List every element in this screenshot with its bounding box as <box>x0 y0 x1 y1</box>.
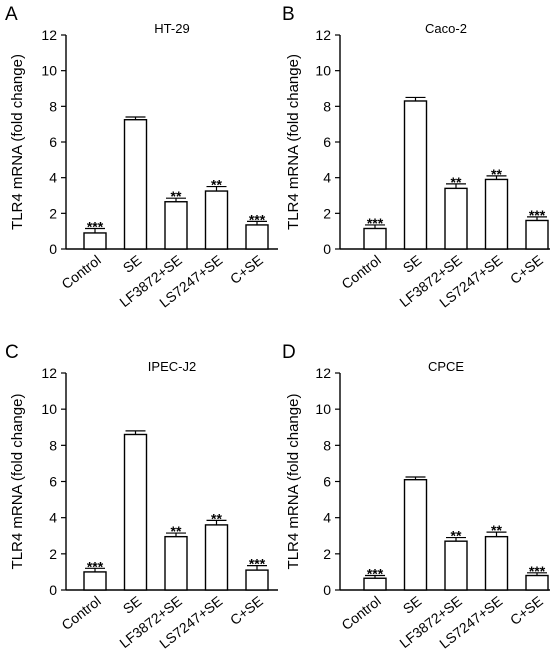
significance-marker: *** <box>87 558 104 574</box>
y-tick-label: 6 <box>323 134 331 150</box>
chart-title: HT-29 <box>154 21 189 36</box>
chart-title: IPEC-J2 <box>148 359 196 374</box>
y-tick-label: 2 <box>49 205 57 221</box>
bar-se <box>403 478 428 591</box>
panel-letter: C <box>5 342 19 363</box>
bar-c-se <box>525 219 549 250</box>
y-tick-label: 4 <box>323 170 331 186</box>
chart-panel-c: C IPEC-J2 TLR4 mRNA (fold change) 0 2 4 6 8 10 12… <box>5 342 278 652</box>
significance-marker: *** <box>529 207 546 223</box>
y-axis-label: TLR4 mRNA (fold change) <box>9 54 26 230</box>
significance-marker: ** <box>491 522 502 538</box>
bar-se <box>123 119 148 250</box>
significance-marker: *** <box>249 556 266 572</box>
y-tick-label: 0 <box>49 582 57 598</box>
y-tick-label: 10 <box>41 401 57 417</box>
chart-title: CPCE <box>428 359 464 374</box>
x-tick-label: SE <box>400 252 425 276</box>
y-tick-label: 10 <box>41 63 57 79</box>
chart-panel-b: B Caco-2 TLR4 mRNA (fold change) 0 2 4 6 8 10 12 *… <box>282 4 550 311</box>
significance-marker: ** <box>171 188 182 204</box>
bar-lf3872-se <box>444 187 468 250</box>
significance-marker: *** <box>87 218 104 234</box>
significance-marker: *** <box>367 566 384 582</box>
y-tick-label: 12 <box>315 27 331 43</box>
x-tick-label: Control <box>338 252 383 292</box>
panel-letter: A <box>5 4 18 25</box>
significance-marker: ** <box>491 166 502 182</box>
panel-letter: D <box>282 342 296 363</box>
bar-se <box>403 100 428 250</box>
x-tick-label: C+SE <box>227 252 266 287</box>
bar-se <box>123 433 148 591</box>
panel-letter: B <box>282 4 295 25</box>
bar-lf3872-se <box>444 540 468 591</box>
y-tick-label: 2 <box>49 546 57 562</box>
y-tick-label: 0 <box>323 582 331 598</box>
bar-control <box>83 571 107 591</box>
bar-c-se <box>245 224 269 250</box>
significance-marker: ** <box>211 177 222 193</box>
y-tick-label: 12 <box>41 365 57 381</box>
bar-ls7247-se <box>204 190 229 250</box>
significance-marker: ** <box>211 510 222 526</box>
y-tick-label: 8 <box>323 437 331 453</box>
x-tick-label: SE <box>400 593 425 617</box>
x-tick-label: C+SE <box>227 593 266 628</box>
significance-marker: *** <box>529 563 546 579</box>
x-tick-label: Control <box>58 252 103 292</box>
y-tick-label: 2 <box>323 205 331 221</box>
x-tick-label: Control <box>58 593 103 633</box>
x-tick-label: SE <box>120 252 145 276</box>
x-tick-label: C+SE <box>507 593 546 628</box>
x-tick-label: SE <box>120 593 145 617</box>
bar-ls7247-se <box>484 178 509 250</box>
y-tick-label: 12 <box>41 27 57 43</box>
y-axis-label: TLR4 mRNA (fold change) <box>9 394 26 570</box>
significance-marker: *** <box>367 215 384 231</box>
bar-control <box>83 232 107 250</box>
y-tick-label: 10 <box>315 63 331 79</box>
bar-lf3872-se <box>164 201 188 250</box>
y-axis-label: TLR4 mRNA (fold change) <box>285 54 302 230</box>
y-tick-label: 8 <box>49 98 57 114</box>
y-tick-label: 0 <box>323 241 331 257</box>
chart-title: Caco-2 <box>425 21 467 36</box>
y-tick-label: 6 <box>323 474 331 490</box>
y-axis-label: TLR4 mRNA (fold change) <box>285 394 302 570</box>
significance-marker: ** <box>171 523 182 539</box>
bar-ls7247-se <box>204 524 229 591</box>
y-tick-label: 8 <box>323 98 331 114</box>
x-tick-label: Control <box>338 593 383 633</box>
bar-ls7247-se <box>484 535 509 591</box>
y-tick-label: 0 <box>49 241 57 257</box>
y-tick-label: 6 <box>49 134 57 150</box>
y-tick-label: 4 <box>49 510 57 526</box>
y-tick-label: 12 <box>315 365 331 381</box>
bar-control <box>363 227 387 250</box>
significance-marker: ** <box>451 174 462 190</box>
y-tick-label: 10 <box>315 401 331 417</box>
bar-c-se <box>245 569 269 591</box>
significance-marker: *** <box>249 211 266 227</box>
significance-marker: ** <box>451 528 462 544</box>
y-tick-label: 4 <box>323 510 331 526</box>
chart-panel-a: A HT-29 TLR4 mRNA (fold change) 0 2 4 6 8 10 12 **… <box>5 4 278 311</box>
y-tick-label: 4 <box>49 170 57 186</box>
bar-lf3872-se <box>164 535 188 591</box>
y-tick-label: 2 <box>323 546 331 562</box>
x-tick-label: C+SE <box>507 252 546 287</box>
y-tick-label: 6 <box>49 474 57 490</box>
y-tick-label: 8 <box>49 437 57 453</box>
